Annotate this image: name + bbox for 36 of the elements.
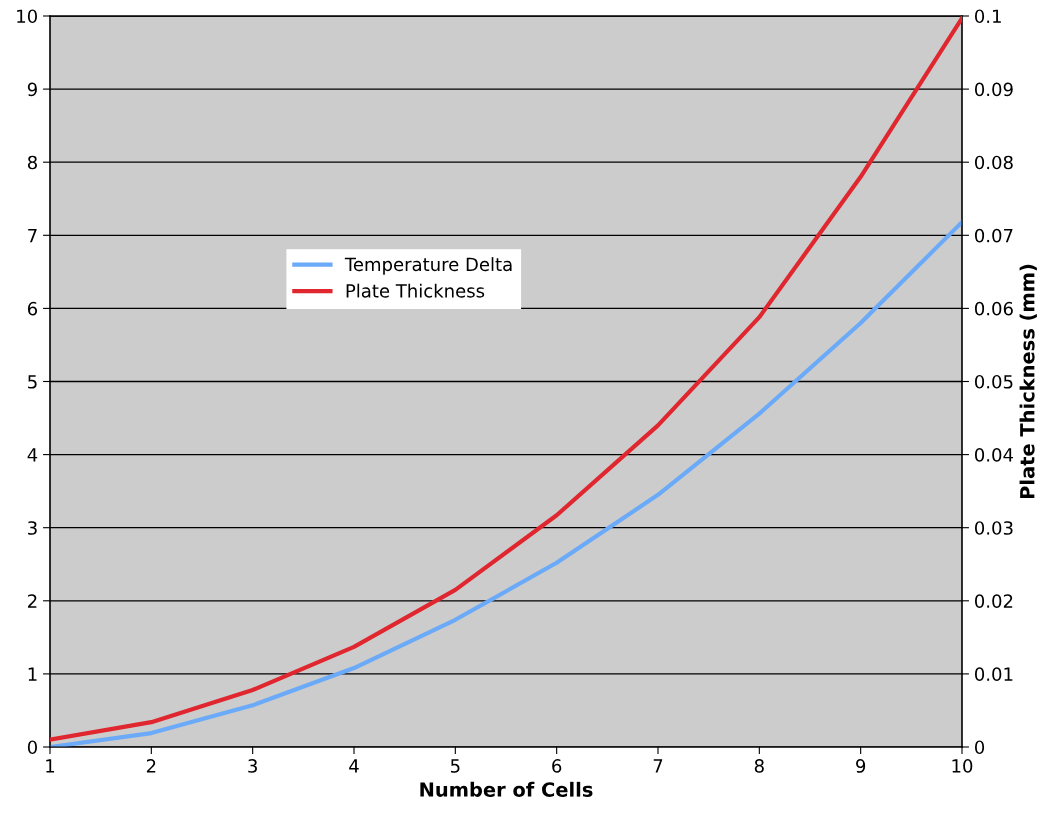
y-tick-label: 1	[28, 667, 37, 681]
y2-tick-label: 0.08	[975, 155, 1013, 170]
y2-tick-label: 0.03	[975, 521, 1013, 535]
y2-tick-label: 0.04	[975, 448, 1013, 462]
x-tick-label: 5	[450, 759, 460, 773]
y2-tick-label: 0.09	[975, 82, 1013, 97]
x-tick-label: 10	[952, 759, 973, 773]
y-tick-label: 9	[27, 82, 37, 97]
x-tick-label: 9	[856, 759, 866, 773]
x-tick-label: 2	[146, 759, 156, 773]
y2-tick-label: 0.01	[975, 667, 1013, 682]
y2-tick-label: 0.1	[975, 9, 1001, 24]
y-tick-label: 3	[28, 521, 37, 535]
x-axis-title: Number of Cells	[420, 781, 593, 797]
y2-tick-label: 0.07	[975, 228, 1013, 243]
y-tick-label: 5	[28, 375, 37, 389]
x-tick-label: 7	[653, 759, 663, 773]
y-tick-label: 0	[27, 740, 37, 755]
x-tick-label: 3	[248, 759, 257, 773]
y2-tick-label: 0	[975, 740, 985, 755]
legend-label: Temperature Delta	[344, 257, 512, 275]
x-tick-label: 4	[349, 759, 359, 773]
x-tick-label: 6	[552, 759, 562, 773]
y2-axis-title: Plate Thickness (mm)	[1019, 264, 1037, 499]
x-tick-label: 8	[754, 759, 764, 773]
y-tick-label: 10	[17, 9, 37, 24]
y-tick-label: 8	[27, 155, 37, 170]
y2-tick-label: 0.06	[975, 301, 1013, 316]
y2-tick-label: 0.02	[975, 594, 1013, 608]
y-tick-label: 7	[28, 229, 37, 243]
legend-label: Plate Thickness	[346, 283, 485, 298]
y-tick-label: 4	[27, 448, 38, 462]
y-tick-label: 6	[27, 301, 38, 316]
y-tick-label: 2	[28, 594, 37, 608]
y2-tick-label: 0.05	[975, 374, 1013, 389]
x-tick-label: 1	[46, 759, 55, 773]
